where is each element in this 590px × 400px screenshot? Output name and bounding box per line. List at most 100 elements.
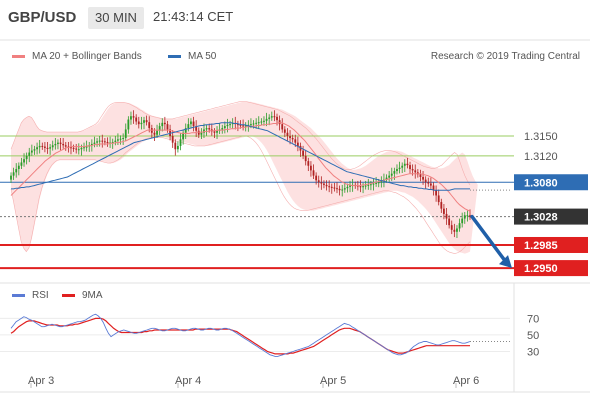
candle-body xyxy=(119,138,122,140)
candle-body xyxy=(158,126,161,131)
candle-body xyxy=(369,184,372,186)
bollinger-upper-line xyxy=(10,101,471,186)
candle-body xyxy=(117,139,119,141)
candle-body xyxy=(255,122,258,124)
candle-body xyxy=(236,124,239,126)
candle-body xyxy=(163,122,166,125)
candle-body xyxy=(302,150,304,156)
candle-body xyxy=(403,163,406,166)
candle-body xyxy=(252,123,255,125)
candle-body xyxy=(443,208,445,214)
candle-body xyxy=(43,146,46,148)
candle-body xyxy=(317,180,320,183)
candle-body xyxy=(247,124,250,126)
candle-body xyxy=(364,185,367,187)
candle-body xyxy=(130,116,132,120)
candle-body xyxy=(177,145,179,150)
candle-body xyxy=(304,155,307,162)
candle-body xyxy=(10,175,12,180)
candle-body xyxy=(106,141,109,143)
candle-body xyxy=(250,124,252,126)
candle-body xyxy=(145,120,148,123)
candle-body xyxy=(296,142,299,146)
candle-body xyxy=(307,161,310,166)
x-axis-label-0: Apr 3 xyxy=(28,375,54,387)
candle-body xyxy=(72,147,75,149)
rsi-line xyxy=(10,313,471,357)
price-legend: MA 20 + Bollinger Bands MA 50 Research ©… xyxy=(0,49,590,65)
candle-body xyxy=(223,126,226,129)
ma9-swatch xyxy=(62,294,75,297)
rsi-legend: RSI 9MA xyxy=(0,290,590,304)
candle-body xyxy=(208,128,211,130)
candle-body xyxy=(70,147,72,149)
candle-body xyxy=(362,186,364,188)
credit-label: Research © 2019 Trading Central xyxy=(430,51,580,62)
candle-body xyxy=(148,122,151,129)
candle-body xyxy=(229,124,231,126)
candle-body xyxy=(200,132,203,135)
level-label-1: 1.3120 xyxy=(524,151,558,163)
candle-body xyxy=(453,229,456,232)
candle-body xyxy=(17,165,20,170)
candle-body xyxy=(448,218,451,226)
candle-body xyxy=(169,129,171,137)
candle-body xyxy=(190,121,192,125)
candle-body xyxy=(205,128,208,130)
candle-body xyxy=(156,130,158,135)
candle-body xyxy=(270,116,273,118)
candle-body xyxy=(101,140,104,142)
candle-body xyxy=(28,152,31,156)
candle-body xyxy=(432,185,435,191)
candle-body xyxy=(137,121,140,125)
candle-body xyxy=(221,128,224,130)
candle-body xyxy=(276,116,278,121)
candle-body xyxy=(226,124,229,127)
candle-body xyxy=(23,159,25,163)
candle-body xyxy=(435,190,438,196)
candle-body xyxy=(166,124,169,130)
candle-body xyxy=(341,189,344,191)
candle-body xyxy=(265,118,268,121)
candle-body xyxy=(338,188,341,191)
candle-body xyxy=(422,176,424,180)
candle-body xyxy=(469,215,471,217)
x-axis-label-1: Apr 4 xyxy=(175,375,201,387)
candle-body xyxy=(325,184,328,187)
candle-body xyxy=(59,142,62,144)
candle-body xyxy=(458,223,461,229)
candle-body xyxy=(135,117,138,122)
candle-body xyxy=(401,165,404,168)
level-tag-4 xyxy=(514,236,588,253)
candle-body xyxy=(278,120,281,125)
candle-body xyxy=(414,170,417,173)
candle-body xyxy=(41,145,44,147)
candle-body xyxy=(390,173,393,176)
ma50-legend-label: MA 50 xyxy=(188,51,217,62)
ma20-legend-label: MA 20 + Bollinger Bands xyxy=(32,51,142,62)
candle-body xyxy=(64,145,67,147)
candle-body xyxy=(96,141,98,143)
candle-body xyxy=(268,117,271,119)
candle-body xyxy=(310,165,312,171)
rsi-tick-label-2: 30 xyxy=(527,346,539,358)
timeframe-badge[interactable]: 30 MIN xyxy=(88,7,144,29)
candle-body xyxy=(273,116,276,118)
candle-body xyxy=(463,215,466,219)
level-tag-0 xyxy=(514,128,588,145)
candle-body xyxy=(388,175,391,178)
candle-body xyxy=(57,142,59,144)
candle-body xyxy=(291,138,294,140)
candle-body xyxy=(393,171,396,174)
candle-body xyxy=(424,179,427,183)
candle-body xyxy=(38,145,41,148)
candle-body xyxy=(184,128,187,133)
candle-body xyxy=(456,228,458,232)
candle-body xyxy=(466,215,469,217)
candle-body xyxy=(263,120,265,122)
candle-body xyxy=(203,129,205,133)
bollinger-lower-line xyxy=(10,135,471,254)
candle-body xyxy=(51,145,54,148)
candle-body xyxy=(114,140,117,142)
